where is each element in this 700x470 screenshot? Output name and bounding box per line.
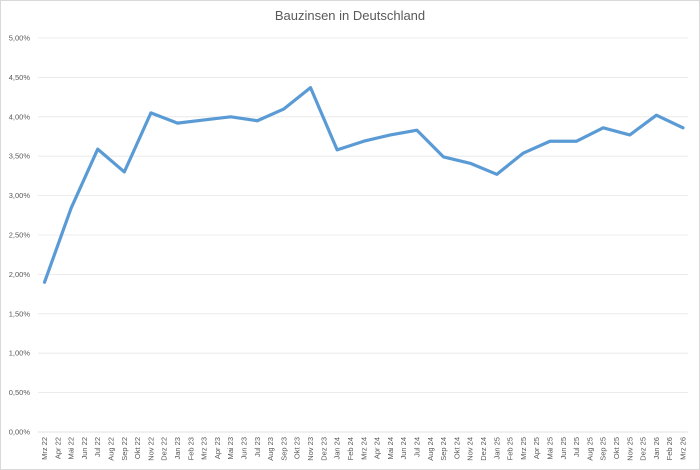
x-tick-label: Jul 24 bbox=[412, 437, 421, 457]
x-tick-label: Sep 23 bbox=[279, 437, 288, 461]
x-tick-label: Jun 23 bbox=[240, 437, 249, 460]
x-tick-label: Jun 24 bbox=[399, 437, 408, 460]
x-tick-label: Mrz 25 bbox=[519, 437, 528, 460]
y-tick-label: 1,00% bbox=[9, 349, 31, 358]
gridlines bbox=[38, 37, 688, 433]
x-tick-label: Mrz 26 bbox=[679, 437, 688, 460]
x-tick-label: Jul 23 bbox=[253, 437, 262, 457]
x-tick-label: Apr 23 bbox=[213, 437, 222, 459]
x-tick-label: Jul 25 bbox=[572, 437, 581, 457]
y-tick-label: 5,00% bbox=[9, 34, 31, 43]
x-tick-label: Okt 22 bbox=[133, 437, 142, 459]
x-tick-label: Nov 25 bbox=[625, 437, 634, 461]
y-tick-label: 2,50% bbox=[9, 231, 31, 240]
x-tick-label: Feb 25 bbox=[506, 437, 515, 460]
x-tick-label: Okt 25 bbox=[612, 437, 621, 459]
x-tick-label: Apr 25 bbox=[532, 437, 541, 459]
x-tick-label: Sep 22 bbox=[120, 437, 129, 461]
chart-title: Bauzinsen in Deutschland bbox=[274, 8, 426, 23]
y-tick-label: 2,00% bbox=[9, 270, 31, 279]
y-tick-label: 1,50% bbox=[9, 309, 31, 318]
y-tick-label: 0,50% bbox=[9, 388, 31, 397]
x-tick-label: Feb 23 bbox=[186, 437, 195, 460]
x-tick-label: Aug 22 bbox=[107, 437, 116, 461]
y-tick-label: 3,50% bbox=[9, 152, 31, 161]
y-tick-label: 0,00% bbox=[9, 428, 31, 437]
x-tick-label: Mrz 24 bbox=[359, 437, 368, 460]
x-tick-label: Mai 23 bbox=[226, 437, 235, 460]
x-tick-label: Aug 23 bbox=[266, 437, 275, 461]
x-tick-label: Jan 25 bbox=[492, 437, 501, 460]
x-tick-label: Mrz 22 bbox=[40, 437, 49, 460]
x-tick-label: Dez 24 bbox=[479, 437, 488, 461]
x-tick-label: Aug 25 bbox=[585, 437, 594, 461]
x-tick-label: Jun 22 bbox=[80, 437, 89, 460]
x-tick-label: Apr 24 bbox=[373, 437, 382, 459]
y-tick-label: 3,00% bbox=[9, 191, 31, 200]
x-tick-label: Jan 26 bbox=[652, 437, 661, 460]
x-tick-label: Mrz 23 bbox=[200, 437, 209, 460]
x-tick-label: Jan 23 bbox=[173, 437, 182, 460]
x-tick-label: Dez 25 bbox=[639, 437, 648, 461]
x-tick-label: Jun 25 bbox=[559, 437, 568, 460]
x-tick-label: Jan 24 bbox=[333, 437, 342, 460]
x-tick-label: Feb 26 bbox=[665, 437, 674, 460]
series-line-bauzinsen bbox=[42, 86, 685, 284]
x-tick-label: Dez 23 bbox=[319, 437, 328, 461]
x-tick-label: Aug 24 bbox=[426, 437, 435, 461]
y-tick-label: 4,00% bbox=[9, 112, 31, 121]
x-tick-label: Mai 25 bbox=[545, 437, 554, 460]
x-tick-label: Nov 23 bbox=[306, 437, 315, 461]
y-axis-labels: 0,00% 0,50% 1,00% 1,50% 2,00% 2,50% 3,00% 3,50%… bbox=[9, 34, 31, 437]
y-tick-label: 4,50% bbox=[9, 73, 31, 82]
x-tick-label: Nov 22 bbox=[146, 437, 155, 461]
x-tick-label: Sep 24 bbox=[439, 437, 448, 461]
x-tick-label: Dez 22 bbox=[160, 437, 169, 461]
x-tick-label: Mai 22 bbox=[67, 437, 76, 460]
x-tick-label: Nov 24 bbox=[466, 437, 475, 461]
x-axis-labels: Mrz 22 Apr 22 Mai 22 Jun 22 Jul 22 Aug 22 Sep … bbox=[40, 437, 688, 461]
x-tick-label: Apr 22 bbox=[53, 437, 62, 459]
x-tick-label: Feb 24 bbox=[346, 437, 355, 460]
x-tick-label: Okt 23 bbox=[293, 437, 302, 459]
x-tick-label: Jul 22 bbox=[93, 437, 102, 457]
x-tick-label: Mai 24 bbox=[386, 437, 395, 460]
x-tick-label: Okt 24 bbox=[452, 437, 461, 459]
x-tick-label: Sep 25 bbox=[599, 437, 608, 461]
